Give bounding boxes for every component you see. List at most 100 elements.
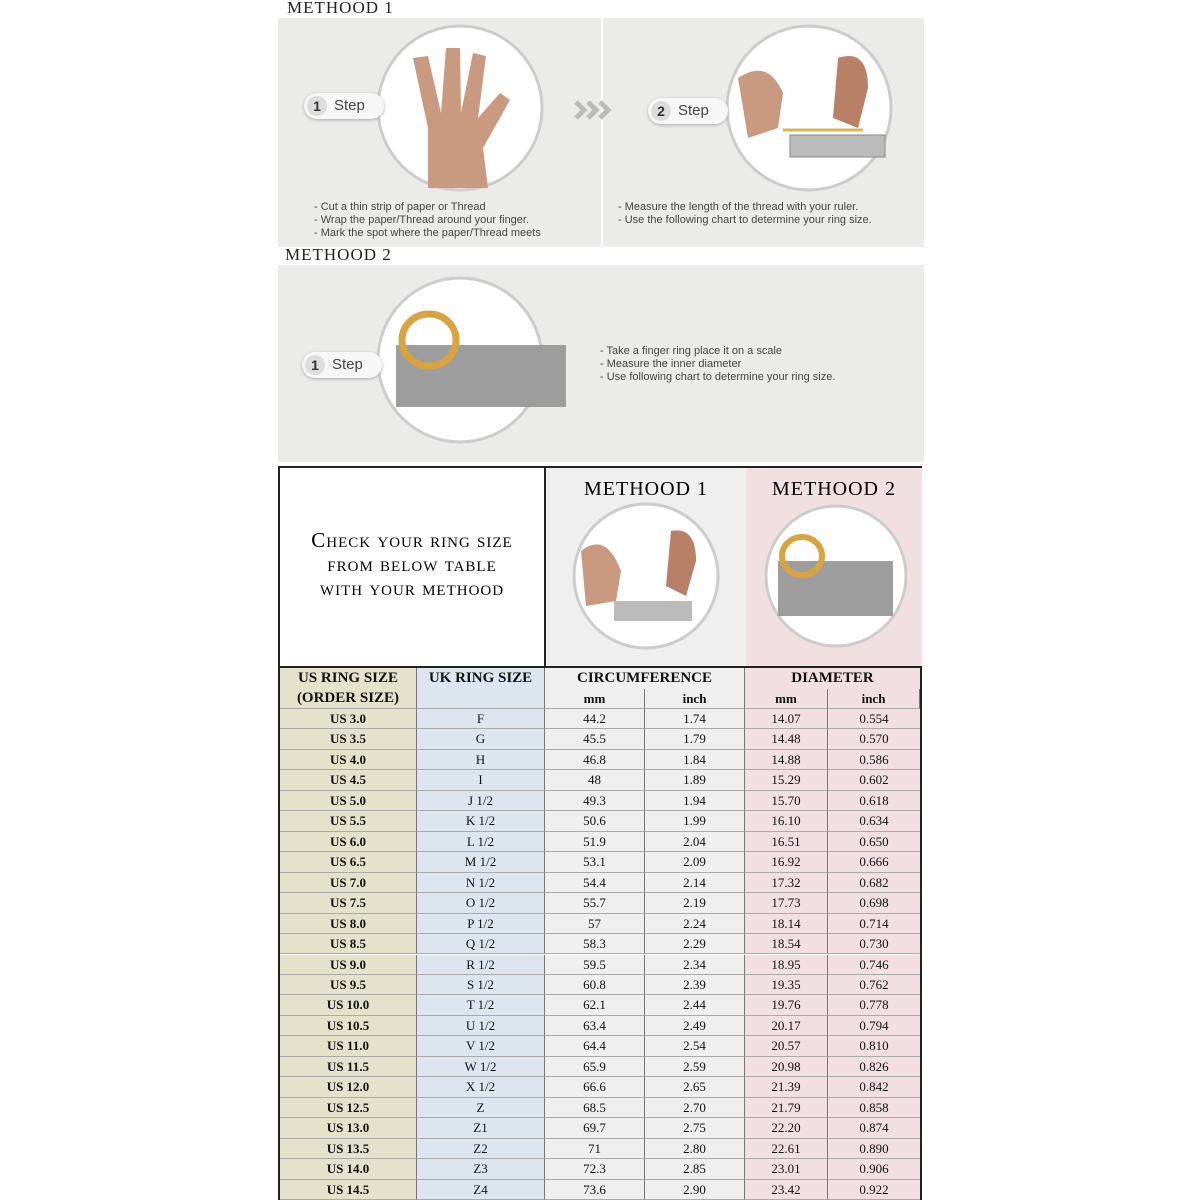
diameter-mm: 18.54 <box>745 934 828 955</box>
table-body: US RING SIZE (ORDER SIZE) UK RING SIZE CI… <box>280 666 920 1200</box>
uk-size: L 1/2 <box>417 831 545 853</box>
instruction: - Use following chart to determine your … <box>600 371 836 383</box>
us-size: US 3.5 <box>280 729 417 750</box>
diameter-mm: 18.14 <box>745 913 828 935</box>
us-size: US 11.0 <box>280 1036 417 1057</box>
diameter-mm: 17.73 <box>745 893 828 914</box>
us-size: US 14.0 <box>280 1159 417 1180</box>
diameter-mm: 21.39 <box>745 1077 828 1098</box>
intro-line: with your methood <box>319 576 505 600</box>
us-size: US 4.0 <box>280 749 417 771</box>
diameter-inch: 0.570 <box>828 729 920 750</box>
uk-size: K 1/2 <box>417 811 545 832</box>
diameter-inch: 0.906 <box>828 1159 920 1180</box>
intro-line: from below table <box>327 552 497 576</box>
diameter-mm: 14.88 <box>745 749 828 771</box>
circumference-mm: 51.9 <box>545 831 645 853</box>
circumference-mm: 54.4 <box>545 872 645 894</box>
instruction: - Measure the inner diameter <box>600 358 742 370</box>
uk-size: J 1/2 <box>417 790 545 812</box>
uk-size: Z1 <box>417 1118 545 1139</box>
method2-panel: 1 Step - Take a finger ring place it on a… <box>278 265 924 462</box>
method2-title: METHOOD 2 <box>285 245 392 264</box>
circumference-inch: 2.14 <box>645 872 745 894</box>
uk-size: X 1/2 <box>417 1077 545 1098</box>
unit-label: inch <box>828 689 920 709</box>
instruction: - Measure the length of the thread with … <box>618 201 859 213</box>
illustration <box>376 276 566 444</box>
diameter-inch: 0.858 <box>828 1097 920 1119</box>
circumference-inch: 2.24 <box>645 913 745 935</box>
diameter-mm: 14.07 <box>745 709 828 730</box>
uk-size: V 1/2 <box>417 1036 545 1057</box>
circumference-inch: 2.85 <box>645 1159 745 1180</box>
diameter-mm: 19.35 <box>745 974 828 996</box>
diameter-mm: 23.42 <box>745 1179 828 1200</box>
us-size: US 13.0 <box>280 1118 417 1139</box>
diameter-inch: 0.730 <box>828 934 920 955</box>
circumference-mm: 63.4 <box>545 1015 645 1037</box>
circumference-inch: 2.59 <box>645 1056 745 1078</box>
us-size: US 9.0 <box>280 954 417 975</box>
diameter-inch: 0.586 <box>828 749 920 771</box>
diameter-mm: 21.79 <box>745 1097 828 1119</box>
diameter-mm: 16.10 <box>745 811 828 832</box>
circumference-inch: 1.79 <box>645 729 745 750</box>
instruction: - Cut a thin strip of paper or Thread <box>314 201 486 213</box>
step-number: 1 <box>307 96 327 116</box>
diameter-inch: 0.778 <box>828 995 920 1016</box>
circumference-mm: 64.4 <box>545 1036 645 1057</box>
us-size: US 5.0 <box>280 790 417 812</box>
circumference-mm: 49.3 <box>545 790 645 812</box>
uk-size: M 1/2 <box>417 852 545 873</box>
unit-label: mm <box>545 689 645 709</box>
diameter-mm: 15.29 <box>745 770 828 791</box>
us-size: US 13.5 <box>280 1138 417 1160</box>
size-table: Check your ring size from below table wi… <box>278 466 922 1200</box>
circumference-inch: 2.04 <box>645 831 745 853</box>
diameter-inch: 0.714 <box>828 913 920 935</box>
diameter-inch: 0.826 <box>828 1056 920 1078</box>
diameter-inch: 0.618 <box>828 790 920 812</box>
header-uk: UK RING SIZE <box>417 668 545 709</box>
us-size: US 10.5 <box>280 1015 417 1037</box>
circumference-mm: 60.8 <box>545 974 645 996</box>
us-size: US 7.0 <box>280 872 417 894</box>
diameter-mm: 20.17 <box>745 1015 828 1037</box>
circumference-mm: 62.1 <box>545 995 645 1016</box>
circumference-mm: 46.8 <box>545 749 645 771</box>
illustration <box>764 504 908 648</box>
step-label: Step <box>678 102 709 119</box>
circumference-inch: 2.09 <box>645 852 745 873</box>
uk-size: O 1/2 <box>417 893 545 914</box>
instruction: - Mark the spot where the paper/Thread m… <box>314 227 541 239</box>
step-label: Step <box>334 97 365 114</box>
method1-title: METHOOD 1 <box>287 0 394 17</box>
instructions: - Measure the length of the thread with … <box>618 201 872 227</box>
diameter-mm: 18.95 <box>745 954 828 975</box>
diameter-inch: 0.874 <box>828 1118 920 1139</box>
uk-size: Z2 <box>417 1138 545 1160</box>
diameter-inch: 0.922 <box>828 1179 920 1200</box>
diameter-mm: 17.32 <box>745 872 828 894</box>
circumference-inch: 2.75 <box>645 1118 745 1139</box>
diameter-inch: 0.746 <box>828 954 920 975</box>
diameter-mm: 22.61 <box>745 1138 828 1160</box>
uk-size: R 1/2 <box>417 954 545 975</box>
diameter-inch: 0.554 <box>828 709 920 730</box>
diameter-inch: 0.810 <box>828 1036 920 1057</box>
illustrations <box>376 24 893 192</box>
instructions: - Cut a thin strip of paper or Thread - … <box>314 201 541 240</box>
diameter-mm: 15.70 <box>745 790 828 812</box>
us-size: US 6.0 <box>280 831 417 853</box>
uk-size: Q 1/2 <box>417 934 545 955</box>
method1-column-head: METHOOD 1 <box>544 468 748 666</box>
header-circumference: CIRCUMFERENCE <box>545 668 745 689</box>
diameter-inch: 0.602 <box>828 770 920 791</box>
step-label: Step <box>332 356 363 373</box>
column-title: METHOOD 1 <box>584 478 708 500</box>
header-diameter: DIAMETER <box>745 668 920 689</box>
unit-label: mm <box>745 689 828 709</box>
us-size: US 5.5 <box>280 811 417 832</box>
